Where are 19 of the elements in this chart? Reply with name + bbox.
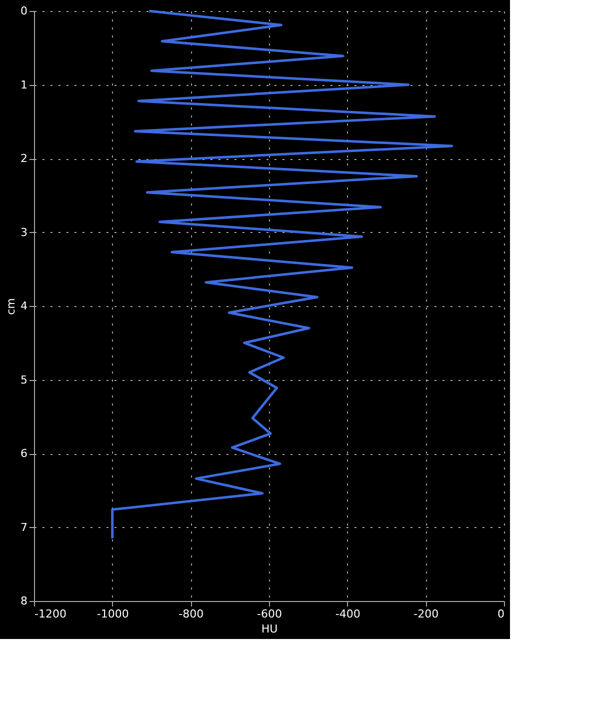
- y-tick-label: 3: [20, 226, 28, 239]
- x-tick-label: -1000: [96, 608, 129, 620]
- x-tick-label: -800: [178, 608, 204, 620]
- x-tick-label: -200: [414, 608, 439, 620]
- y-tick-label: 5: [20, 373, 28, 386]
- y-tick-label: 7: [20, 520, 28, 534]
- y-tick-label: 4: [20, 300, 28, 312]
- y-tick-label: 1: [20, 78, 28, 92]
- x-tick-label: -1200: [34, 608, 66, 620]
- y-tick-label: 2: [20, 152, 28, 165]
- x-tick-label: 0: [498, 608, 504, 620]
- y-tick-label: 8: [20, 594, 28, 608]
- y-axis-title: cm: [4, 298, 18, 315]
- y-tick-label: 0: [20, 4, 28, 18]
- x-axis-title: HU: [261, 622, 278, 636]
- x-tick-label: -600: [257, 608, 282, 620]
- line-series: [111, 10, 454, 540]
- y-tick-label: 6: [20, 447, 28, 460]
- x-tick-label: -400: [335, 608, 360, 620]
